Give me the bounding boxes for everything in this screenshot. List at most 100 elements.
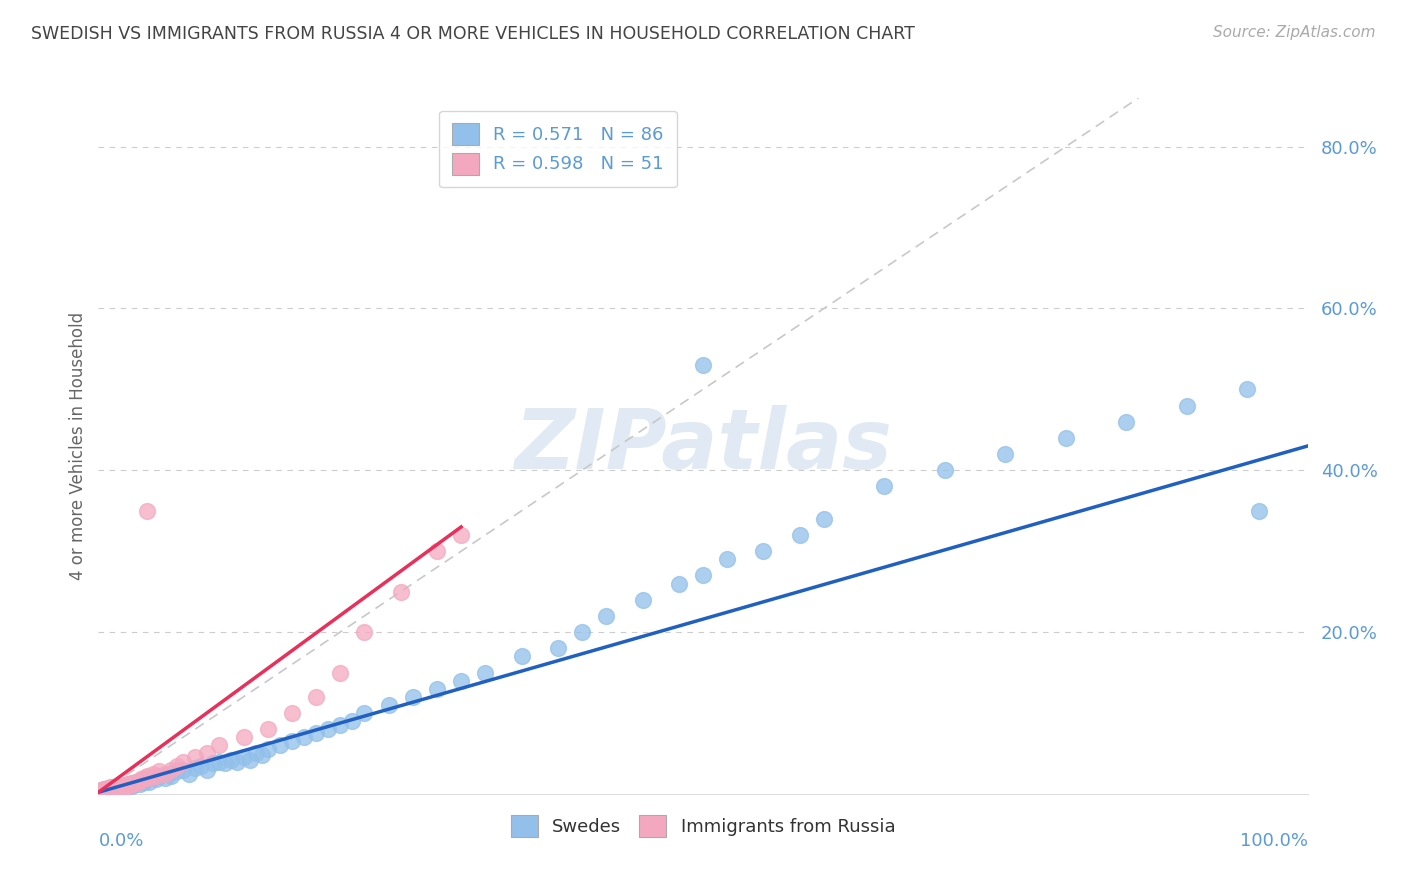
- Point: [91, 782, 114, 797]
- Point: [103, 780, 125, 795]
- Point: [101, 781, 124, 796]
- Point: [172, 755, 194, 769]
- Point: [138, 774, 160, 789]
- Point: [138, 771, 160, 785]
- Point: [121, 777, 143, 791]
- Point: [595, 608, 617, 623]
- Point: [127, 775, 149, 789]
- Point: [934, 463, 956, 477]
- Point: [342, 714, 364, 728]
- Point: [120, 776, 142, 790]
- Point: [166, 758, 188, 772]
- Point: [426, 544, 449, 558]
- Point: [98, 782, 121, 797]
- Point: [789, 528, 811, 542]
- Point: [103, 782, 125, 797]
- Point: [117, 777, 139, 791]
- Point: [281, 706, 304, 720]
- Point: [353, 706, 375, 720]
- Point: [129, 772, 152, 787]
- Point: [292, 731, 315, 745]
- Point: [226, 755, 249, 769]
- Point: [96, 782, 118, 797]
- Point: [166, 764, 188, 779]
- Point: [153, 771, 176, 785]
- Point: [91, 783, 114, 797]
- Point: [510, 649, 533, 664]
- Point: [121, 779, 143, 793]
- Point: [105, 780, 128, 795]
- Point: [135, 504, 157, 518]
- Point: [98, 782, 121, 797]
- Point: [160, 763, 183, 777]
- Point: [93, 782, 115, 797]
- Point: [128, 777, 150, 791]
- Point: [128, 773, 150, 788]
- Point: [305, 726, 328, 740]
- Point: [97, 781, 120, 796]
- Point: [1115, 415, 1137, 429]
- Point: [1236, 383, 1258, 397]
- Point: [118, 779, 141, 793]
- Point: [716, 552, 738, 566]
- Text: 0.0%: 0.0%: [98, 832, 143, 850]
- Point: [135, 769, 157, 783]
- Point: [110, 782, 132, 797]
- Point: [232, 731, 254, 745]
- Point: [195, 763, 218, 777]
- Point: [129, 774, 152, 789]
- Point: [153, 766, 176, 780]
- Point: [316, 722, 339, 736]
- Point: [114, 780, 136, 795]
- Point: [426, 681, 449, 696]
- Point: [97, 781, 120, 796]
- Point: [110, 781, 132, 796]
- Point: [994, 447, 1017, 461]
- Point: [305, 690, 328, 704]
- Point: [120, 777, 142, 791]
- Point: [100, 780, 122, 795]
- Point: [752, 544, 775, 558]
- Point: [202, 756, 225, 771]
- Point: [145, 772, 167, 787]
- Point: [107, 781, 129, 796]
- Point: [232, 750, 254, 764]
- Point: [281, 734, 304, 748]
- Point: [353, 625, 375, 640]
- Point: [256, 722, 278, 736]
- Legend: Swedes, Immigrants from Russia: Swedes, Immigrants from Russia: [499, 804, 907, 847]
- Point: [668, 576, 690, 591]
- Point: [94, 782, 117, 797]
- Point: [245, 747, 267, 761]
- Point: [1175, 399, 1198, 413]
- Point: [692, 358, 714, 372]
- Point: [208, 755, 231, 769]
- Point: [377, 698, 399, 712]
- Point: [142, 766, 165, 780]
- Point: [239, 753, 262, 767]
- Point: [91, 784, 114, 798]
- Point: [269, 739, 291, 753]
- Point: [450, 673, 472, 688]
- Point: [111, 779, 134, 793]
- Point: [134, 774, 156, 789]
- Point: [329, 665, 352, 680]
- Y-axis label: 4 or more Vehicles in Household: 4 or more Vehicles in Household: [69, 312, 87, 580]
- Text: SWEDISH VS IMMIGRANTS FROM RUSSIA 4 OR MORE VEHICLES IN HOUSEHOLD CORRELATION CH: SWEDISH VS IMMIGRANTS FROM RUSSIA 4 OR M…: [31, 25, 915, 43]
- Point: [214, 756, 236, 771]
- Point: [100, 782, 122, 797]
- Point: [93, 782, 115, 797]
- Point: [111, 779, 134, 793]
- Point: [250, 747, 273, 762]
- Point: [157, 766, 180, 780]
- Point: [91, 783, 114, 797]
- Point: [692, 568, 714, 582]
- Point: [104, 782, 127, 797]
- Point: [160, 769, 183, 783]
- Point: [108, 780, 131, 795]
- Point: [127, 776, 149, 790]
- Point: [474, 665, 496, 680]
- Point: [124, 774, 146, 789]
- Point: [108, 782, 131, 797]
- Point: [135, 772, 157, 787]
